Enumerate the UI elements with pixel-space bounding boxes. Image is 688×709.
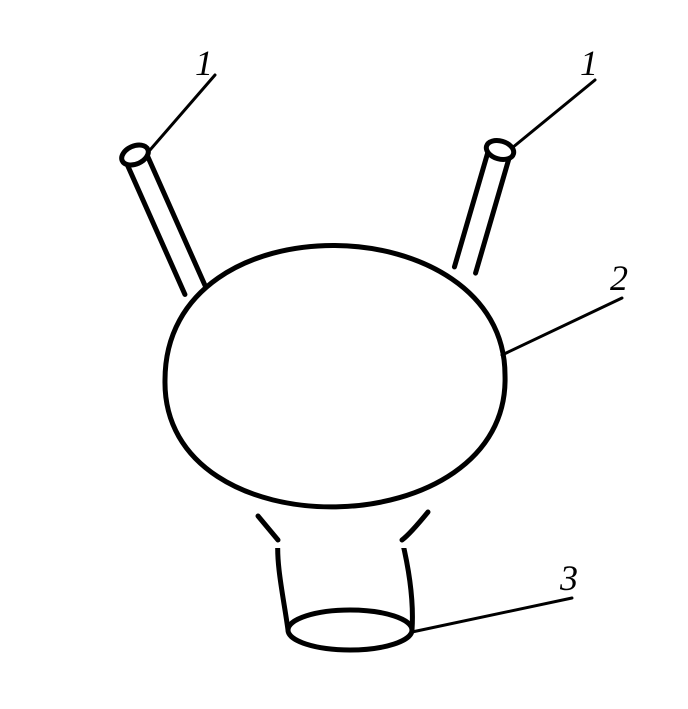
leader-arm_right <box>512 80 595 148</box>
left-arm-tip <box>119 141 152 169</box>
label-neck: 3 <box>559 558 578 598</box>
leader-arm_left <box>150 75 215 150</box>
leader-body <box>502 298 622 355</box>
sphere-body <box>165 245 505 506</box>
label-arm_right: 1 <box>580 43 598 83</box>
label-body: 2 <box>610 258 628 298</box>
label-arm_left: 1 <box>195 43 213 83</box>
left-arm-tube <box>125 151 205 295</box>
right-arm-tube <box>454 147 510 273</box>
leader-neck <box>412 598 572 632</box>
right-arm-tip <box>484 137 516 162</box>
neck-opening <box>288 610 412 650</box>
neck-join-mask <box>274 522 412 548</box>
